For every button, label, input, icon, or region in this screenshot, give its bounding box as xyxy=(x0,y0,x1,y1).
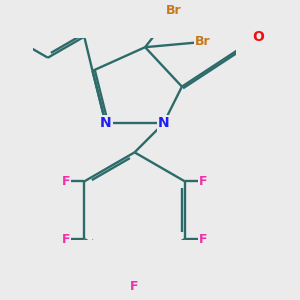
Text: F: F xyxy=(199,232,208,246)
Text: F: F xyxy=(61,175,70,188)
Text: F: F xyxy=(61,232,70,246)
Text: O: O xyxy=(252,30,264,44)
Text: Br: Br xyxy=(166,4,182,17)
Text: N: N xyxy=(158,116,169,130)
Text: F: F xyxy=(130,280,139,293)
Text: F: F xyxy=(199,175,208,188)
Text: Br: Br xyxy=(195,35,211,48)
Text: N: N xyxy=(100,116,112,130)
